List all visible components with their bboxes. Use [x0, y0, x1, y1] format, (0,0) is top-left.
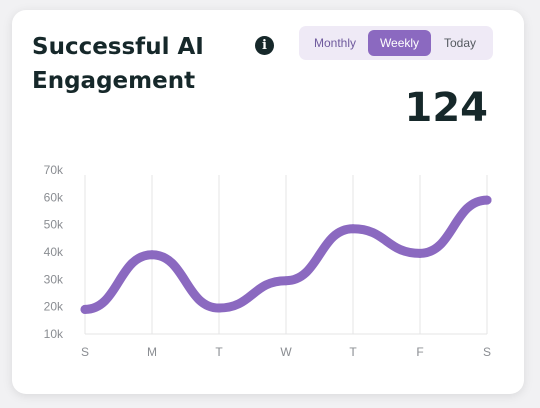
x-tick-label: T [349, 345, 357, 359]
data-point [415, 248, 425, 258]
kpi-value: 124 [404, 85, 489, 131]
x-tick-label: S [483, 345, 491, 359]
y-tick-label: 30k [44, 272, 64, 286]
data-point [80, 304, 90, 314]
x-tick-label: W [280, 345, 292, 359]
data-point [147, 250, 157, 260]
engagement-card: Successful AI Engagement i Monthly Weekl… [12, 10, 524, 394]
y-axis-ticks: 10k 20k 30k 40k 50k 60k 70k [44, 163, 64, 341]
period-selector: Monthly Weekly Today [299, 26, 493, 60]
line-chart: 10k 20k 30k 40k 50k 60k 70k S M T W T F S [44, 163, 492, 359]
tab-weekly[interactable]: Weekly [368, 30, 431, 56]
data-point [348, 224, 358, 234]
x-tick-label: F [416, 345, 423, 359]
x-tick-label: S [81, 345, 89, 359]
chart-series [80, 195, 492, 314]
data-point [281, 276, 291, 286]
y-tick-label: 70k [44, 163, 64, 177]
data-point [482, 195, 492, 205]
x-tick-label: M [147, 345, 157, 359]
info-icon[interactable]: i [255, 36, 274, 55]
x-tick-label: T [215, 345, 223, 359]
y-tick-label: 40k [44, 245, 64, 259]
tab-monthly[interactable]: Monthly [302, 30, 368, 56]
tab-today[interactable]: Today [431, 30, 489, 56]
y-tick-label: 20k [44, 300, 64, 314]
data-point [214, 303, 224, 313]
card-title: Successful AI Engagement [32, 34, 204, 94]
y-tick-label: 10k [44, 327, 64, 341]
y-tick-label: 50k [44, 218, 64, 232]
y-tick-label: 60k [44, 190, 64, 204]
